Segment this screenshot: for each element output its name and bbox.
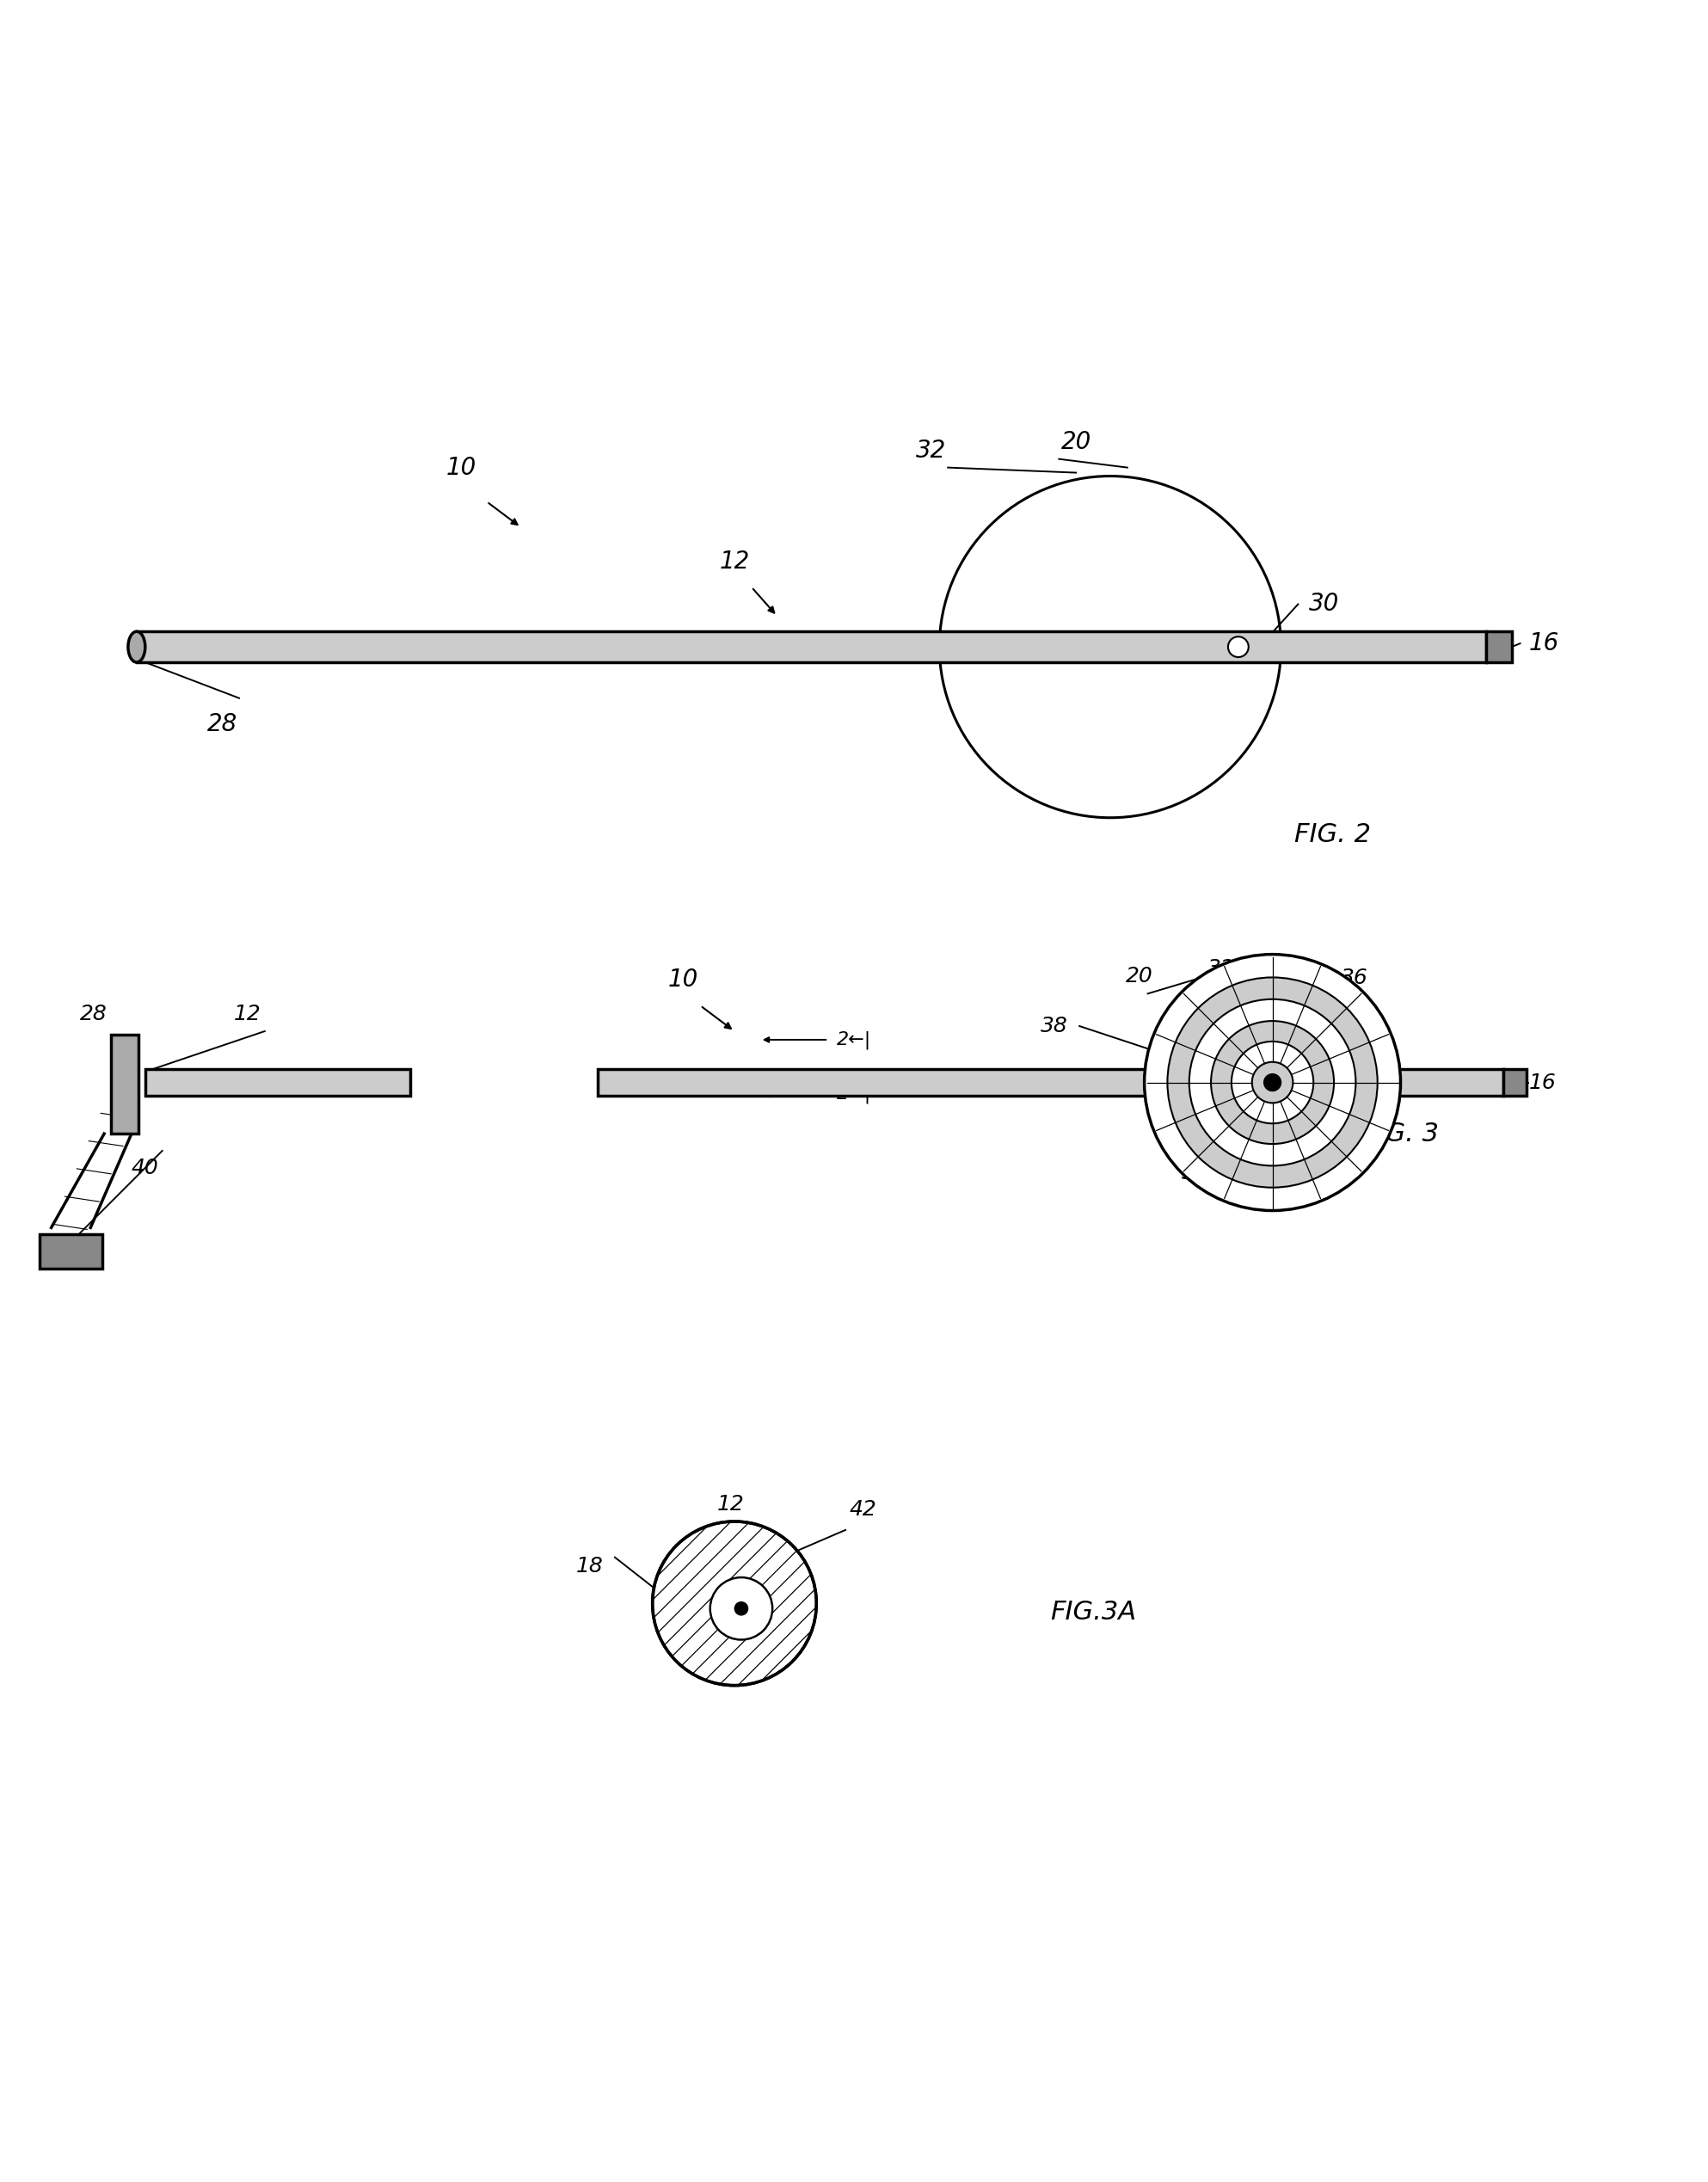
Text: 30: 30 <box>1308 591 1339 615</box>
Bar <box>145 1069 410 1095</box>
Bar <box>137 631 1486 663</box>
Circle shape <box>1189 999 1356 1165</box>
Circle shape <box>1144 954 1401 1211</box>
Circle shape <box>1231 1041 1313 1124</box>
Text: 34: 34 <box>1182 1163 1209 1183</box>
Text: 20: 20 <box>1061 430 1091 454</box>
Text: 40: 40 <box>132 1156 159 1178</box>
Bar <box>111 1034 138 1135</box>
Text: 42: 42 <box>849 1499 876 1521</box>
Text: 12: 12 <box>719 550 750 574</box>
Text: FIG. 2: FIG. 2 <box>1295 823 1370 847</box>
Text: 38: 38 <box>1040 1017 1068 1036</box>
Circle shape <box>1252 1063 1293 1102</box>
Text: 16: 16 <box>1529 631 1559 655</box>
Bar <box>598 1069 1503 1095</box>
Text: FIG. 3: FIG. 3 <box>1363 1122 1438 1146</box>
Circle shape <box>1228 637 1249 657</box>
Bar <box>1503 1069 1527 1095</box>
Text: 28: 28 <box>207 711 237 735</box>
Text: 18: 18 <box>576 1556 603 1575</box>
Text: 10: 10 <box>446 456 477 480</box>
Text: 12: 12 <box>234 1004 261 1026</box>
Text: 16: 16 <box>1529 1071 1556 1093</box>
Circle shape <box>711 1578 772 1639</box>
Text: 2←|: 2←| <box>837 1084 871 1104</box>
Ellipse shape <box>128 631 145 663</box>
Text: 2←|: 2←| <box>837 1030 871 1050</box>
Text: 20: 20 <box>1126 967 1153 986</box>
Circle shape <box>1264 1074 1281 1091</box>
Circle shape <box>1168 978 1377 1187</box>
Circle shape <box>734 1602 748 1615</box>
Text: 30: 30 <box>1358 1030 1385 1050</box>
Text: 10: 10 <box>668 969 699 993</box>
Text: FIG.3A: FIG.3A <box>1050 1599 1136 1623</box>
Text: 28: 28 <box>80 1004 108 1026</box>
Text: 32: 32 <box>915 439 946 463</box>
Circle shape <box>1211 1021 1334 1143</box>
Circle shape <box>652 1521 816 1685</box>
Text: 36: 36 <box>1341 969 1368 988</box>
Text: 32: 32 <box>1208 958 1235 978</box>
Bar <box>1486 631 1512 663</box>
Polygon shape <box>39 1235 102 1268</box>
Text: 12: 12 <box>717 1495 745 1514</box>
